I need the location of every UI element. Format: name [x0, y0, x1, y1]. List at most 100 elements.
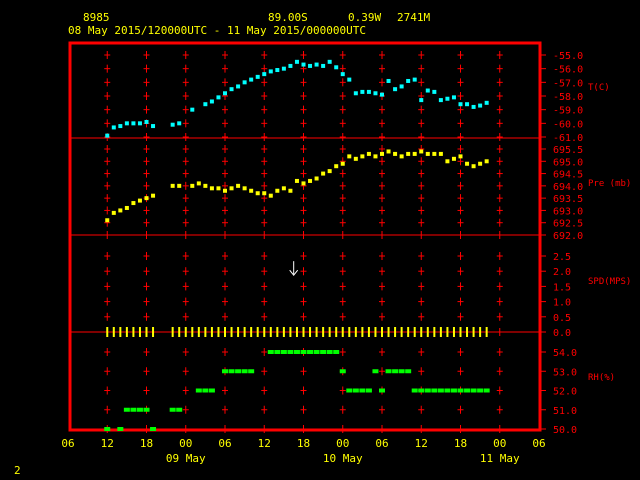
- pressure-point: [445, 159, 450, 164]
- pressure-point: [386, 149, 391, 154]
- pressure-point: [373, 154, 378, 159]
- wind-speed-mark: [309, 327, 312, 337]
- humidity-point: [385, 369, 392, 374]
- humidity-point: [136, 407, 143, 412]
- x-date-label: 10 May: [323, 452, 363, 465]
- x-date-label: 11 May: [480, 452, 520, 465]
- temperature-point: [262, 72, 267, 77]
- station-latitude: 89.00S: [268, 11, 308, 24]
- wind-speed-mark: [243, 327, 246, 337]
- temperature-point: [471, 104, 476, 109]
- wind-speed-mark: [204, 327, 207, 337]
- x-tick-label: 00: [336, 437, 349, 450]
- pressure-point: [137, 198, 142, 203]
- pressure-point: [432, 151, 437, 156]
- temperature-point: [419, 98, 424, 103]
- temperature-point: [170, 122, 175, 127]
- wind-speed-mark: [374, 327, 377, 337]
- wind-speed-mark: [256, 327, 259, 337]
- pressure-point: [327, 169, 332, 174]
- wind-speed-mark: [171, 327, 174, 337]
- temperature-point: [124, 121, 129, 126]
- wind-speed-mark: [282, 327, 285, 337]
- humidity-tick-label: 50.0: [553, 425, 577, 436]
- wind-speed-mark: [439, 327, 442, 337]
- pressure-point: [177, 183, 182, 188]
- wind-speed-mark: [381, 327, 383, 337]
- temperature-point: [118, 124, 123, 129]
- humidity-point: [470, 388, 477, 393]
- temperature-point: [177, 121, 182, 126]
- pressure-point: [465, 161, 470, 166]
- pressure-point: [347, 154, 352, 159]
- humidity-point: [235, 369, 242, 374]
- wind-speed-mark: [446, 327, 449, 337]
- wind-speed-mark: [152, 327, 155, 337]
- temperature-point: [275, 68, 280, 73]
- wind-speed-mark: [119, 327, 122, 337]
- wind-speed-mark: [433, 327, 436, 337]
- temperature-point: [294, 59, 299, 64]
- station-longitude: 0.39W: [348, 11, 382, 24]
- wind-speed-mark: [354, 327, 357, 337]
- humidity-point: [477, 388, 484, 393]
- plot-frame: [68, 41, 542, 432]
- pressure-point: [151, 193, 156, 198]
- pressure-tick-label: 695.0: [553, 157, 583, 168]
- temperature-point: [353, 91, 358, 96]
- humidity-point: [130, 407, 137, 412]
- humidity-point: [307, 350, 314, 354]
- x-tick-label: 06: [532, 437, 545, 450]
- pressure-point: [484, 159, 489, 164]
- pressure-point: [321, 171, 326, 176]
- temperature-point: [478, 103, 483, 108]
- temperature-point: [229, 87, 234, 92]
- pressure-point: [458, 154, 463, 159]
- wind-speed-mark: [132, 327, 135, 337]
- humidity-point: [418, 388, 425, 393]
- temperature-point: [151, 124, 156, 129]
- temperature-point: [432, 89, 437, 94]
- temperature-point: [399, 84, 404, 89]
- x-tick-label: 12: [415, 437, 428, 450]
- humidity-point: [424, 388, 431, 393]
- pressure-panel-label: Pre (mb): [588, 179, 631, 189]
- wind-speed-mark: [237, 327, 240, 337]
- wind_speed-tick-label: 2.0: [553, 267, 571, 278]
- temperature-point: [236, 84, 241, 89]
- temperature-point: [451, 95, 456, 100]
- x-tick-label: 18: [140, 437, 153, 450]
- wind-speed-mark: [426, 327, 429, 337]
- pressure-point: [111, 210, 116, 215]
- temperature-panel-label: T(C): [588, 83, 610, 93]
- humidity-point: [444, 388, 451, 393]
- wind-speed-mark: [315, 327, 318, 337]
- wind-speed-mark: [184, 327, 187, 337]
- humidity-point: [398, 369, 405, 374]
- temperature-point: [249, 77, 254, 82]
- wind-speed-mark: [459, 327, 462, 337]
- humidity-point: [313, 350, 320, 354]
- temperature-point: [425, 88, 430, 93]
- temperature-point: [340, 72, 345, 77]
- wind-speed-mark: [413, 327, 416, 337]
- pressure-point: [236, 183, 241, 188]
- temperature-point: [412, 77, 417, 82]
- temperature-tick-label: -59.0: [553, 106, 583, 117]
- humidity-point: [320, 350, 327, 354]
- humidity-point: [437, 388, 444, 393]
- wind-speed-mark: [407, 327, 410, 337]
- x-tick-label: 18: [297, 437, 310, 450]
- wind-speed-mark: [106, 327, 109, 337]
- x-tick-label: 12: [101, 437, 114, 450]
- pressure-point: [229, 186, 234, 191]
- wind-speed-mark: [420, 327, 423, 337]
- temperature-point: [314, 62, 319, 67]
- humidity-point: [339, 369, 346, 374]
- temperature-point: [268, 69, 273, 74]
- temperature-point: [209, 99, 214, 104]
- pressure-point: [360, 154, 365, 159]
- humidity-point: [280, 350, 287, 354]
- wind-speed-mark: [485, 327, 488, 337]
